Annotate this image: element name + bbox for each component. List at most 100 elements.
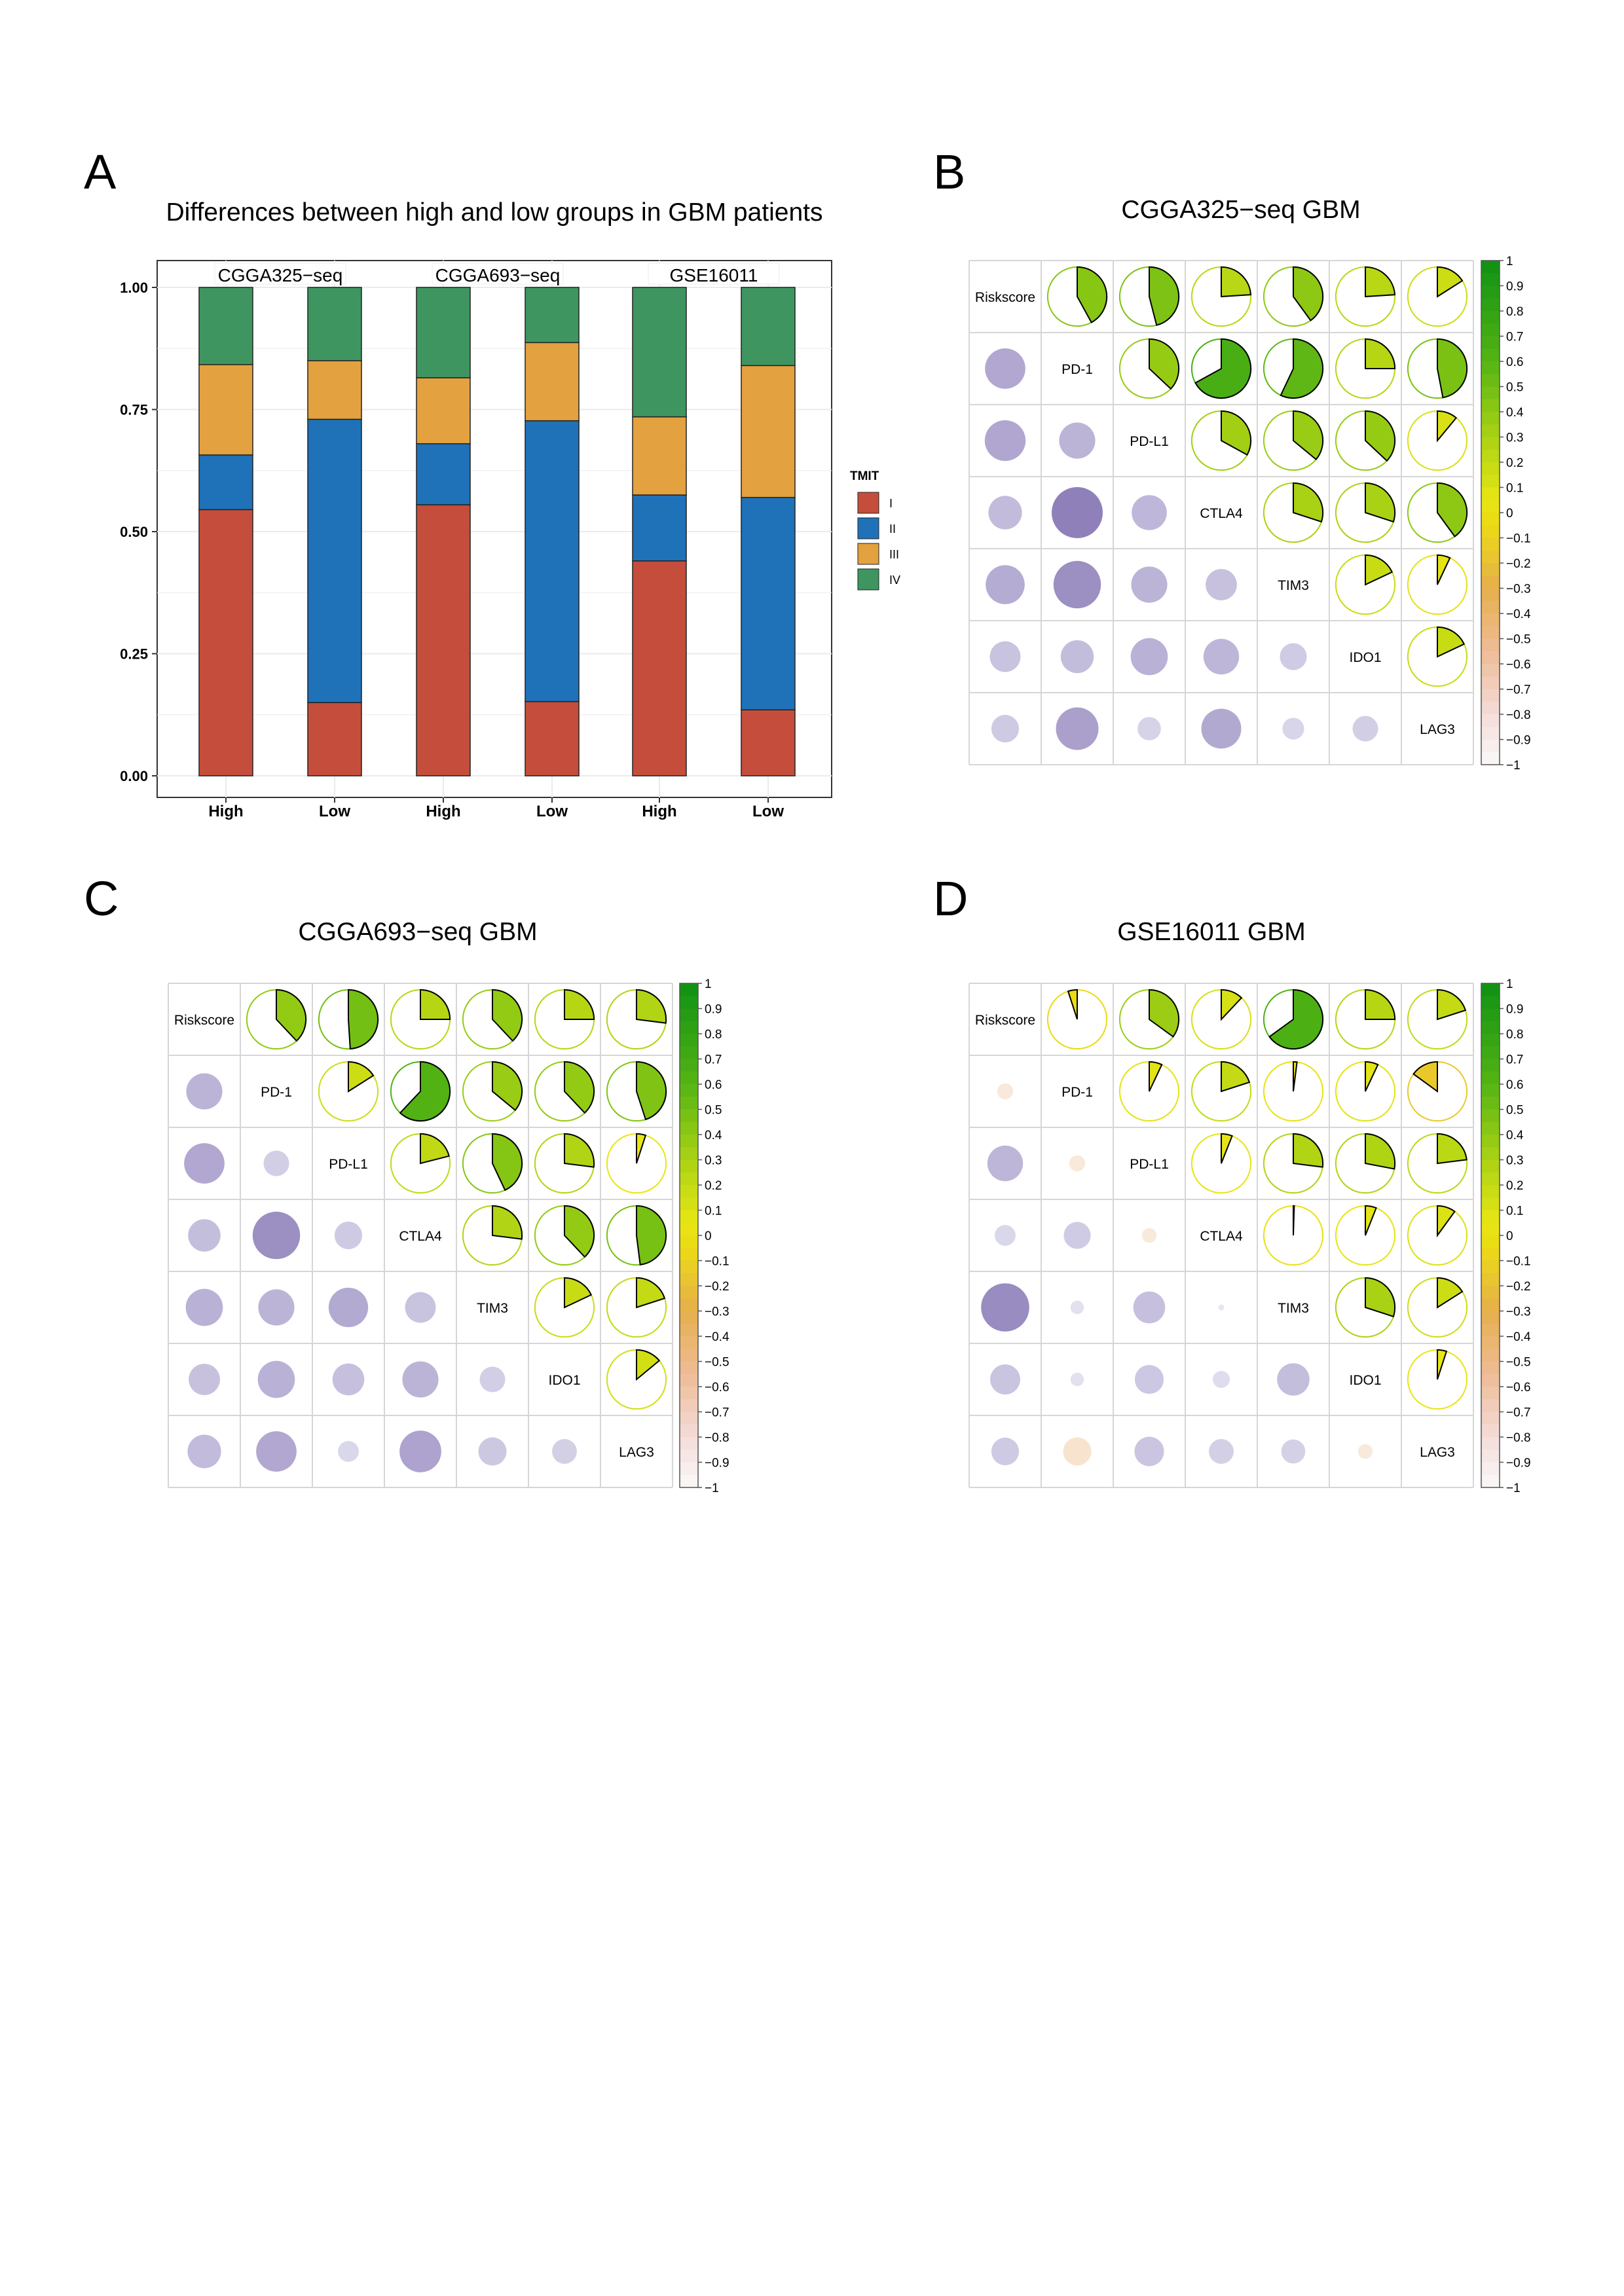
colorbar-segment <box>680 1361 698 1375</box>
pie-slice <box>492 1133 523 1192</box>
pie-slice <box>564 1061 595 1114</box>
colorbar-segment <box>1481 1222 1500 1236</box>
bar-segment-iv <box>632 287 687 418</box>
colorbar-tick-label: 0.1 <box>705 1205 722 1218</box>
correlation-circle <box>252 1211 301 1260</box>
colorbar-segment <box>1481 1260 1500 1274</box>
colorbar-segment <box>1481 1097 1500 1110</box>
colorbar-segment <box>680 1135 698 1148</box>
bar-segment-i <box>525 701 580 776</box>
bar-segment-iii <box>525 342 580 422</box>
colorbar-tick-label: 1 <box>1506 977 1513 991</box>
correlation-circle <box>405 1292 436 1323</box>
colorbar-tick-label: −0.8 <box>1506 708 1531 722</box>
pie-slice <box>1221 266 1252 298</box>
variable-label: LAG3 <box>1420 722 1455 737</box>
correlation-circle <box>1357 1444 1373 1459</box>
pie-slice <box>1293 482 1324 523</box>
correlation-circle <box>1059 422 1096 459</box>
variable-label: CTLA4 <box>1200 1229 1243 1244</box>
colorbar-tick-label: 0.9 <box>1506 280 1523 294</box>
variable-label: Riskscore <box>975 1013 1035 1028</box>
bar-segment-iv <box>525 287 580 344</box>
colorbar-segment <box>680 1021 698 1034</box>
colorbar-segment <box>680 1097 698 1110</box>
colorbar-segment <box>1481 1474 1500 1488</box>
colorbar-segment <box>1481 1336 1500 1349</box>
colorbar-segment <box>1481 626 1500 640</box>
correlation-circle <box>1133 1291 1166 1324</box>
x-tick-label: High <box>208 803 243 820</box>
pie-slice <box>1437 410 1458 443</box>
colorbar-tick-label: 0 <box>1506 1230 1513 1243</box>
colorbar-segment <box>680 1147 698 1161</box>
colorbar-tick-label: 0.2 <box>1506 1179 1523 1193</box>
colorbar-tick-label: −1 <box>1506 759 1521 773</box>
pie-slice <box>492 1061 523 1112</box>
pie-slice <box>564 1133 595 1168</box>
colorbar-segment <box>680 1449 698 1463</box>
colorbar-segment <box>1481 676 1500 690</box>
correlation-circle <box>399 1430 441 1472</box>
colorbar-tick-label: −0.3 <box>1506 583 1531 596</box>
x-tick-label: Low <box>319 803 350 820</box>
pie-slice <box>1365 410 1396 462</box>
colorbar-segment <box>1481 1424 1500 1438</box>
pie-slice <box>1221 989 1243 1021</box>
colorbar-segment <box>680 1084 698 1097</box>
correlation-circle <box>552 1439 577 1464</box>
correlation-circle <box>1203 638 1240 675</box>
correlation-circle <box>1132 495 1167 530</box>
variable-label: Riskscore <box>975 290 1035 305</box>
colorbar-segment <box>1481 412 1500 425</box>
colorbar-segment <box>1481 1437 1500 1450</box>
colorbar-tick-label: 0.8 <box>1506 1028 1523 1042</box>
colorbar-segment <box>1481 638 1500 652</box>
colorbar-segment <box>1481 1273 1500 1286</box>
variable-label: CTLA4 <box>399 1229 442 1244</box>
colorbar-segment <box>1481 1235 1500 1248</box>
colorbar-segment <box>1481 1387 1500 1400</box>
correlation-circle <box>1056 707 1099 750</box>
colorbar-tick-label: −0.2 <box>1506 557 1531 571</box>
colorbar-tick-label: −0.6 <box>705 1381 729 1394</box>
legend-label: II <box>889 522 896 536</box>
pie-slice <box>1365 266 1396 298</box>
colorbar-segment <box>680 1437 698 1450</box>
variable-label: Riskscore <box>174 1013 234 1028</box>
chart-c-title: CGGA693−seq GBM <box>298 918 537 946</box>
pie-slice <box>1365 554 1393 586</box>
bar-segment-i <box>198 509 253 776</box>
colorbar-segment <box>1481 689 1500 702</box>
colorbar-segment <box>1481 399 1500 412</box>
facet-strip <box>432 263 564 285</box>
colorbar-segment <box>1481 563 1500 576</box>
panel-d-correlation-plot: GSE16011 GBM Riskscore PD-1 PD-L1 CTLA4 TIM3… <box>969 918 1531 1495</box>
correlation-circle <box>988 496 1022 530</box>
colorbar-tick-label: 0.7 <box>1506 331 1523 344</box>
correlation-circle <box>1218 1304 1225 1311</box>
colorbar-tick-label: −0.8 <box>705 1431 729 1445</box>
correlation-circle <box>338 1441 359 1462</box>
colorbar-tick-label: 0.6 <box>1506 1078 1523 1092</box>
colorbar-tick-label: 0.9 <box>705 1003 722 1017</box>
correlation-circle <box>1137 717 1161 740</box>
legend-swatch-i <box>857 492 879 514</box>
colorbar-tick-label: 0.6 <box>705 1078 722 1092</box>
colorbar-segment <box>680 996 698 1010</box>
pie-slice <box>1293 1205 1295 1236</box>
panel-c-matrix: Riskscore PD-1 PD-L1 CTLA4 TIM3 IDO1 LAG3 1 0.9 0… <box>168 977 729 1495</box>
pie-slice <box>1149 338 1180 390</box>
colorbar-segment <box>1481 983 1500 996</box>
correlation-circle <box>1063 1222 1091 1249</box>
variable-label: PD-1 <box>1061 362 1093 377</box>
facet-label: GSE16011 <box>670 265 758 285</box>
pie-slice <box>492 1205 523 1240</box>
colorbar-segment <box>1481 996 1500 1010</box>
variable-label: TIM3 <box>1278 578 1309 593</box>
pie-slice <box>1149 989 1180 1038</box>
colorbar-segment <box>1481 1462 1500 1476</box>
colorbar-tick-label: 0.1 <box>1506 1205 1523 1218</box>
correlation-circle <box>479 1366 506 1393</box>
